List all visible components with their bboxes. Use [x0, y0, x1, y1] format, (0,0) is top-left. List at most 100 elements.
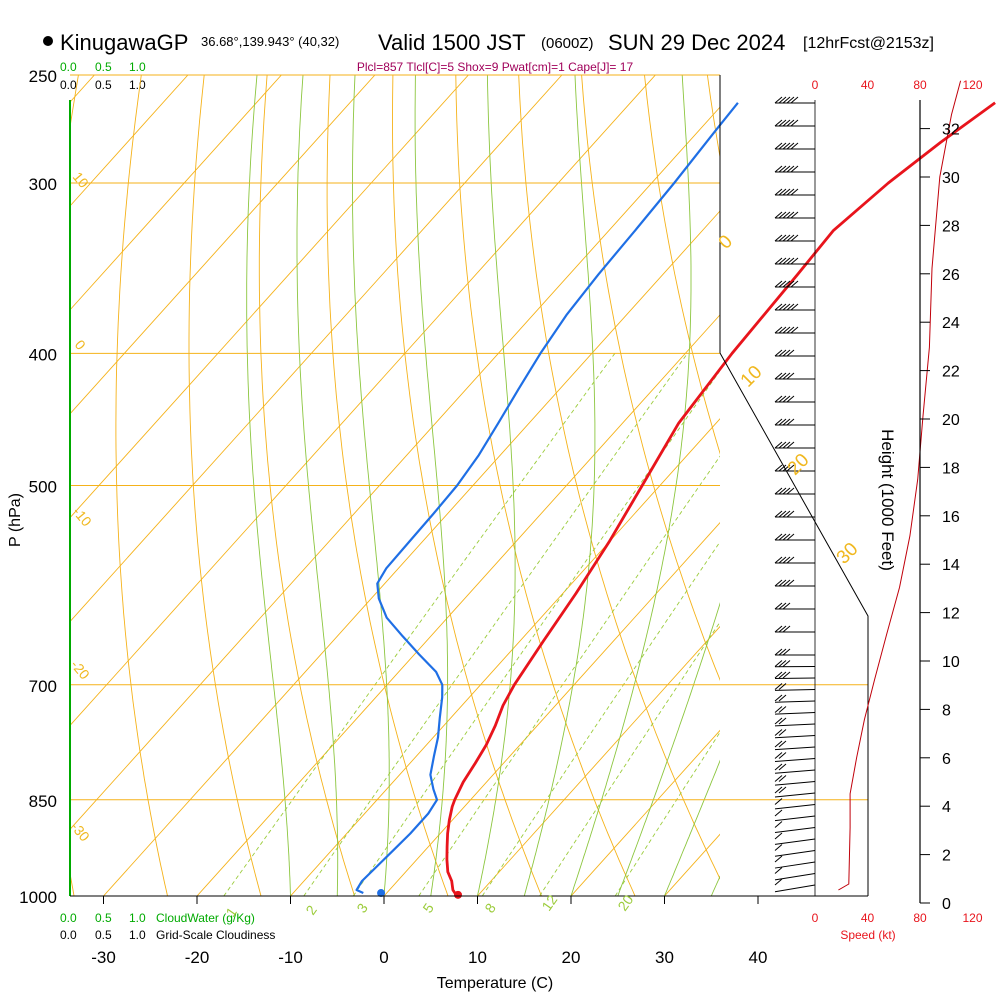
x-tick-label: 40	[749, 948, 768, 967]
wind-barb-staff	[774, 700, 816, 703]
wind-barb	[774, 142, 815, 150]
cloud-water-scale-tick: 0.0	[60, 60, 77, 74]
wind-barb	[774, 257, 815, 265]
wind-barb	[774, 579, 815, 587]
wind-barb-feather	[782, 533, 791, 541]
cloud-water-scale-tick: 0.5	[95, 60, 112, 74]
wind-barb-feather	[786, 395, 795, 403]
station-marker-icon	[43, 36, 53, 46]
wind-barb-feather	[774, 660, 783, 667]
wind-barb-staff	[774, 850, 816, 857]
moist-adiabat-line	[414, 75, 449, 896]
wind-barb-feather	[774, 855, 783, 863]
wind-barb-feather	[774, 832, 783, 840]
wind-barb-feather	[790, 165, 799, 173]
isotherm-label: 30	[833, 539, 863, 569]
dry-adiabat-line	[896, 75, 1000, 896]
wind-barb	[774, 729, 816, 739]
wind-barb-feather	[774, 648, 783, 656]
wind-barb-feather	[790, 188, 799, 196]
wind-barb-feather	[782, 119, 791, 127]
wind-barb-feather	[774, 142, 783, 150]
surface-temperature-dot	[453, 890, 462, 899]
wind-barb-feather	[782, 579, 791, 587]
wind-barb-feather	[782, 510, 791, 518]
height-tick-label: 28	[942, 218, 960, 235]
wind-barb	[774, 671, 816, 680]
height-tick-label: 0	[942, 896, 951, 913]
wind-barb-feather	[786, 349, 795, 357]
wind-barb-feather	[778, 660, 787, 667]
x-axis-label: Temperature (C)	[437, 975, 553, 992]
wind-barb-feather	[778, 775, 787, 782]
height-tick-label: 12	[942, 606, 960, 623]
speed-tick-label-top: 120	[962, 78, 982, 92]
wind-barb	[774, 418, 815, 426]
wind-barb	[774, 855, 816, 869]
wind-barb-feather	[790, 303, 799, 311]
wind-barb-feather	[774, 188, 783, 196]
mixing-ratio-line	[352, 370, 720, 896]
wind-barb-feather	[786, 533, 795, 541]
wind-barb-feather	[774, 752, 783, 759]
wind-barbs	[774, 96, 816, 893]
cloud-water-scale-tick: 1.0	[129, 60, 146, 74]
wind-barb	[774, 395, 815, 403]
wind-barb-feather	[778, 648, 787, 656]
wind-barb	[774, 372, 815, 380]
wind-barb-feather	[782, 165, 791, 173]
wind-barb	[774, 740, 816, 751]
wind-barb-feather	[774, 165, 783, 173]
wind-barb-feather	[774, 579, 783, 587]
isotherm-label: 10	[737, 362, 767, 392]
wind-barb-feather	[774, 844, 783, 851]
wind-barb-feather	[778, 303, 787, 311]
wind-barb-feather	[786, 165, 795, 173]
wind-barb-feather	[782, 671, 791, 679]
height-tick-label: 18	[942, 460, 960, 477]
wind-barb-feather	[774, 211, 783, 219]
wind-barb-feather	[786, 487, 795, 495]
wind-barb-feather	[774, 280, 783, 288]
cloud-water-scale-tick: 0.5	[95, 911, 112, 925]
moist-adiabat-line	[477, 75, 516, 896]
wind-barb	[774, 821, 816, 834]
wind-barb-staff	[774, 677, 816, 680]
wind-barb-feather	[790, 280, 799, 288]
speed-tick-label-bottom: 120	[962, 911, 982, 925]
wind-barb-feather	[782, 441, 791, 449]
wind-barb-staff	[774, 815, 816, 822]
wind-barb-feather	[786, 142, 795, 150]
height-tick-label: 32	[942, 122, 960, 139]
wind-barb-staff	[774, 792, 816, 798]
wind-barb	[774, 211, 815, 219]
wind-barb-feather	[778, 119, 787, 127]
y-axis-label: P (hPa)	[7, 493, 24, 547]
height-tick-label: 6	[942, 751, 951, 768]
wind-barb-feather	[782, 280, 791, 288]
moist-adiabat-line	[523, 75, 596, 896]
mixing-ratio-label: 5	[419, 900, 437, 916]
wind-barb	[774, 464, 815, 472]
wind-barb-feather	[782, 625, 791, 633]
wind-barb-feather	[786, 96, 795, 104]
pressure-tick-label: 500	[29, 478, 57, 497]
x-tick-label: -30	[91, 948, 116, 967]
wind-barb-feather	[786, 119, 795, 127]
wind-barb-feather	[778, 729, 787, 736]
wind-barb-feather	[774, 372, 783, 380]
wind-barb	[774, 165, 815, 173]
wind-barb	[774, 510, 815, 518]
wind-speed-line	[838, 80, 962, 891]
wind-barb-feather	[778, 464, 787, 472]
wind-barb-staff	[774, 712, 816, 715]
wind-barb-feather	[778, 556, 787, 564]
wind-barb	[774, 809, 816, 822]
dry-adiabat-line	[115, 75, 168, 896]
dry-adiabat-line	[392, 75, 542, 896]
isotherm-line	[0, 75, 1, 896]
wind-barb-staff	[774, 827, 816, 834]
wind-barb	[774, 625, 815, 633]
wind-barb	[774, 533, 815, 541]
